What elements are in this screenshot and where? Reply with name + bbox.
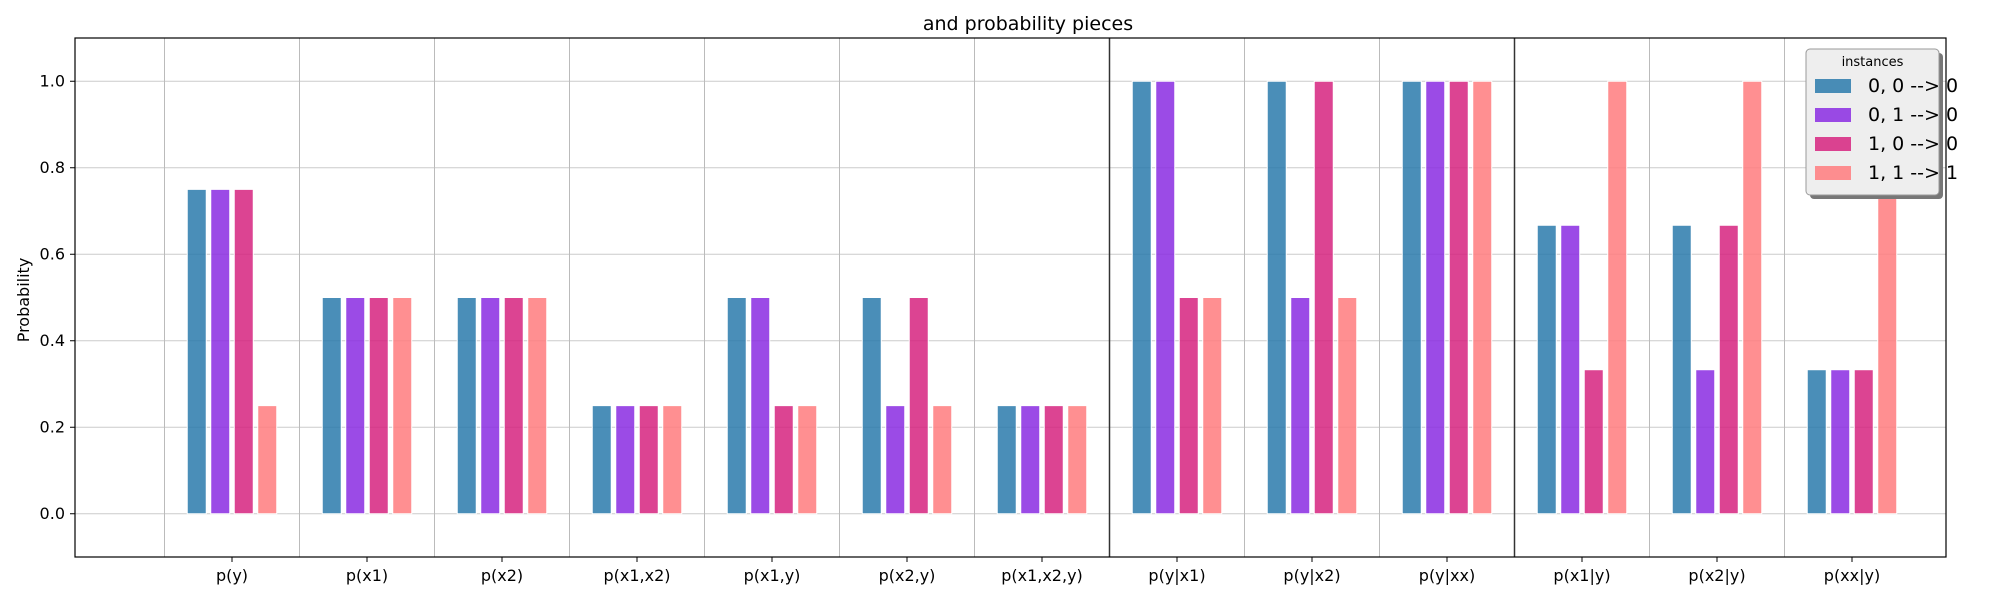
- bar: [210, 188, 231, 515]
- bar: [1695, 369, 1716, 515]
- bar: [797, 405, 818, 515]
- legend-swatch: [1815, 79, 1851, 93]
- bar: [908, 297, 929, 515]
- bar: [480, 297, 501, 515]
- bar: [1020, 405, 1041, 515]
- x-tick-label: p(y|x1): [1148, 566, 1205, 585]
- legend-swatch: [1815, 137, 1851, 151]
- y-tick-label: 0.8: [40, 158, 65, 177]
- bar: [1202, 297, 1223, 515]
- bar: [1671, 224, 1692, 515]
- bar: [1718, 224, 1739, 515]
- legend-title: instances: [1842, 55, 1904, 70]
- legend: instances 0, 0 --> 0 0, 1 --> 0 1, 0 --> 0 1…: [1805, 48, 1958, 199]
- bar: [591, 405, 612, 515]
- bar: [1425, 80, 1446, 515]
- bar: [726, 297, 747, 515]
- bar: [1806, 369, 1827, 515]
- x-tick-label: p(x2): [481, 566, 523, 585]
- x-tick-label: p(x2|y): [1688, 566, 1745, 585]
- x-tick-label: p(x2,y): [879, 566, 936, 585]
- y-tick-label: 0.0: [40, 504, 65, 523]
- y-axis-label: Probability: [14, 258, 33, 343]
- legend-label: 1, 0 --> 0: [1868, 133, 1958, 155]
- bar: [1266, 80, 1287, 515]
- axis-layer: 0.0 0.2 0.4 0.6 0.8 1.0 p(y) p(x1) p(x2) p(x1,x2)…: [40, 37, 1947, 585]
- bar: [615, 405, 636, 515]
- bar: [932, 405, 953, 515]
- y-tick-label: 1.0: [40, 71, 65, 90]
- legend-label: 0, 0 --> 0: [1868, 75, 1958, 97]
- bar: [638, 405, 659, 515]
- bar: [1155, 80, 1176, 515]
- x-tick-label: p(y): [216, 566, 248, 585]
- plot-frame: [74, 37, 1947, 558]
- bar: [368, 297, 389, 515]
- x-tick-label: p(x1,y): [744, 566, 801, 585]
- bar: [1337, 297, 1358, 515]
- x-tick-label: p(x1,x2): [603, 566, 670, 585]
- bar: [662, 405, 683, 515]
- bar: [503, 297, 524, 515]
- bar: [1607, 80, 1628, 515]
- bar: [1313, 80, 1334, 515]
- chart-title: and probability pieces: [923, 13, 1133, 35]
- bar: [233, 188, 254, 515]
- legend-swatch: [1815, 108, 1851, 122]
- legend-label: 1, 1 --> 1: [1868, 162, 1958, 184]
- x-tick-label: p(x1,x2,y): [1001, 566, 1083, 585]
- bar: [257, 405, 278, 515]
- legend-label: 0, 1 --> 0: [1868, 104, 1958, 126]
- bar: [1853, 369, 1874, 515]
- y-tick-label: 0.2: [40, 417, 65, 436]
- bar: [885, 405, 906, 515]
- bar: [1178, 297, 1199, 515]
- x-tick-label: p(y|xx): [1419, 566, 1475, 585]
- bar: [861, 297, 882, 515]
- bar: [773, 405, 794, 515]
- y-tick-label: 0.4: [40, 331, 65, 350]
- bar: [1290, 297, 1311, 515]
- y-tick-label: 0.6: [40, 244, 65, 263]
- x-tick-label: p(xx|y): [1824, 566, 1880, 585]
- bar: [1067, 405, 1088, 515]
- bar: [1401, 80, 1422, 515]
- x-tick-label: p(x1|y): [1553, 566, 1610, 585]
- bar: [345, 297, 366, 515]
- bars-layer: [186, 80, 1898, 515]
- bar: [1742, 80, 1763, 515]
- bar: [321, 297, 342, 515]
- x-tick-label: p(y|x2): [1283, 566, 1340, 585]
- bar: [750, 297, 771, 515]
- bar: [1131, 80, 1152, 515]
- bar: [186, 188, 207, 515]
- legend-swatch: [1815, 166, 1851, 180]
- bar: [527, 297, 548, 515]
- bar: [456, 297, 477, 515]
- bar: [996, 405, 1017, 515]
- x-tick-label: p(x1): [346, 566, 388, 585]
- bar: [1043, 405, 1064, 515]
- bar: [1472, 80, 1493, 515]
- bar: [1448, 80, 1469, 515]
- bar: [1560, 224, 1581, 515]
- bar: [1536, 224, 1557, 515]
- bar: [1830, 369, 1851, 515]
- bar: [392, 297, 413, 515]
- bar: [1583, 369, 1604, 515]
